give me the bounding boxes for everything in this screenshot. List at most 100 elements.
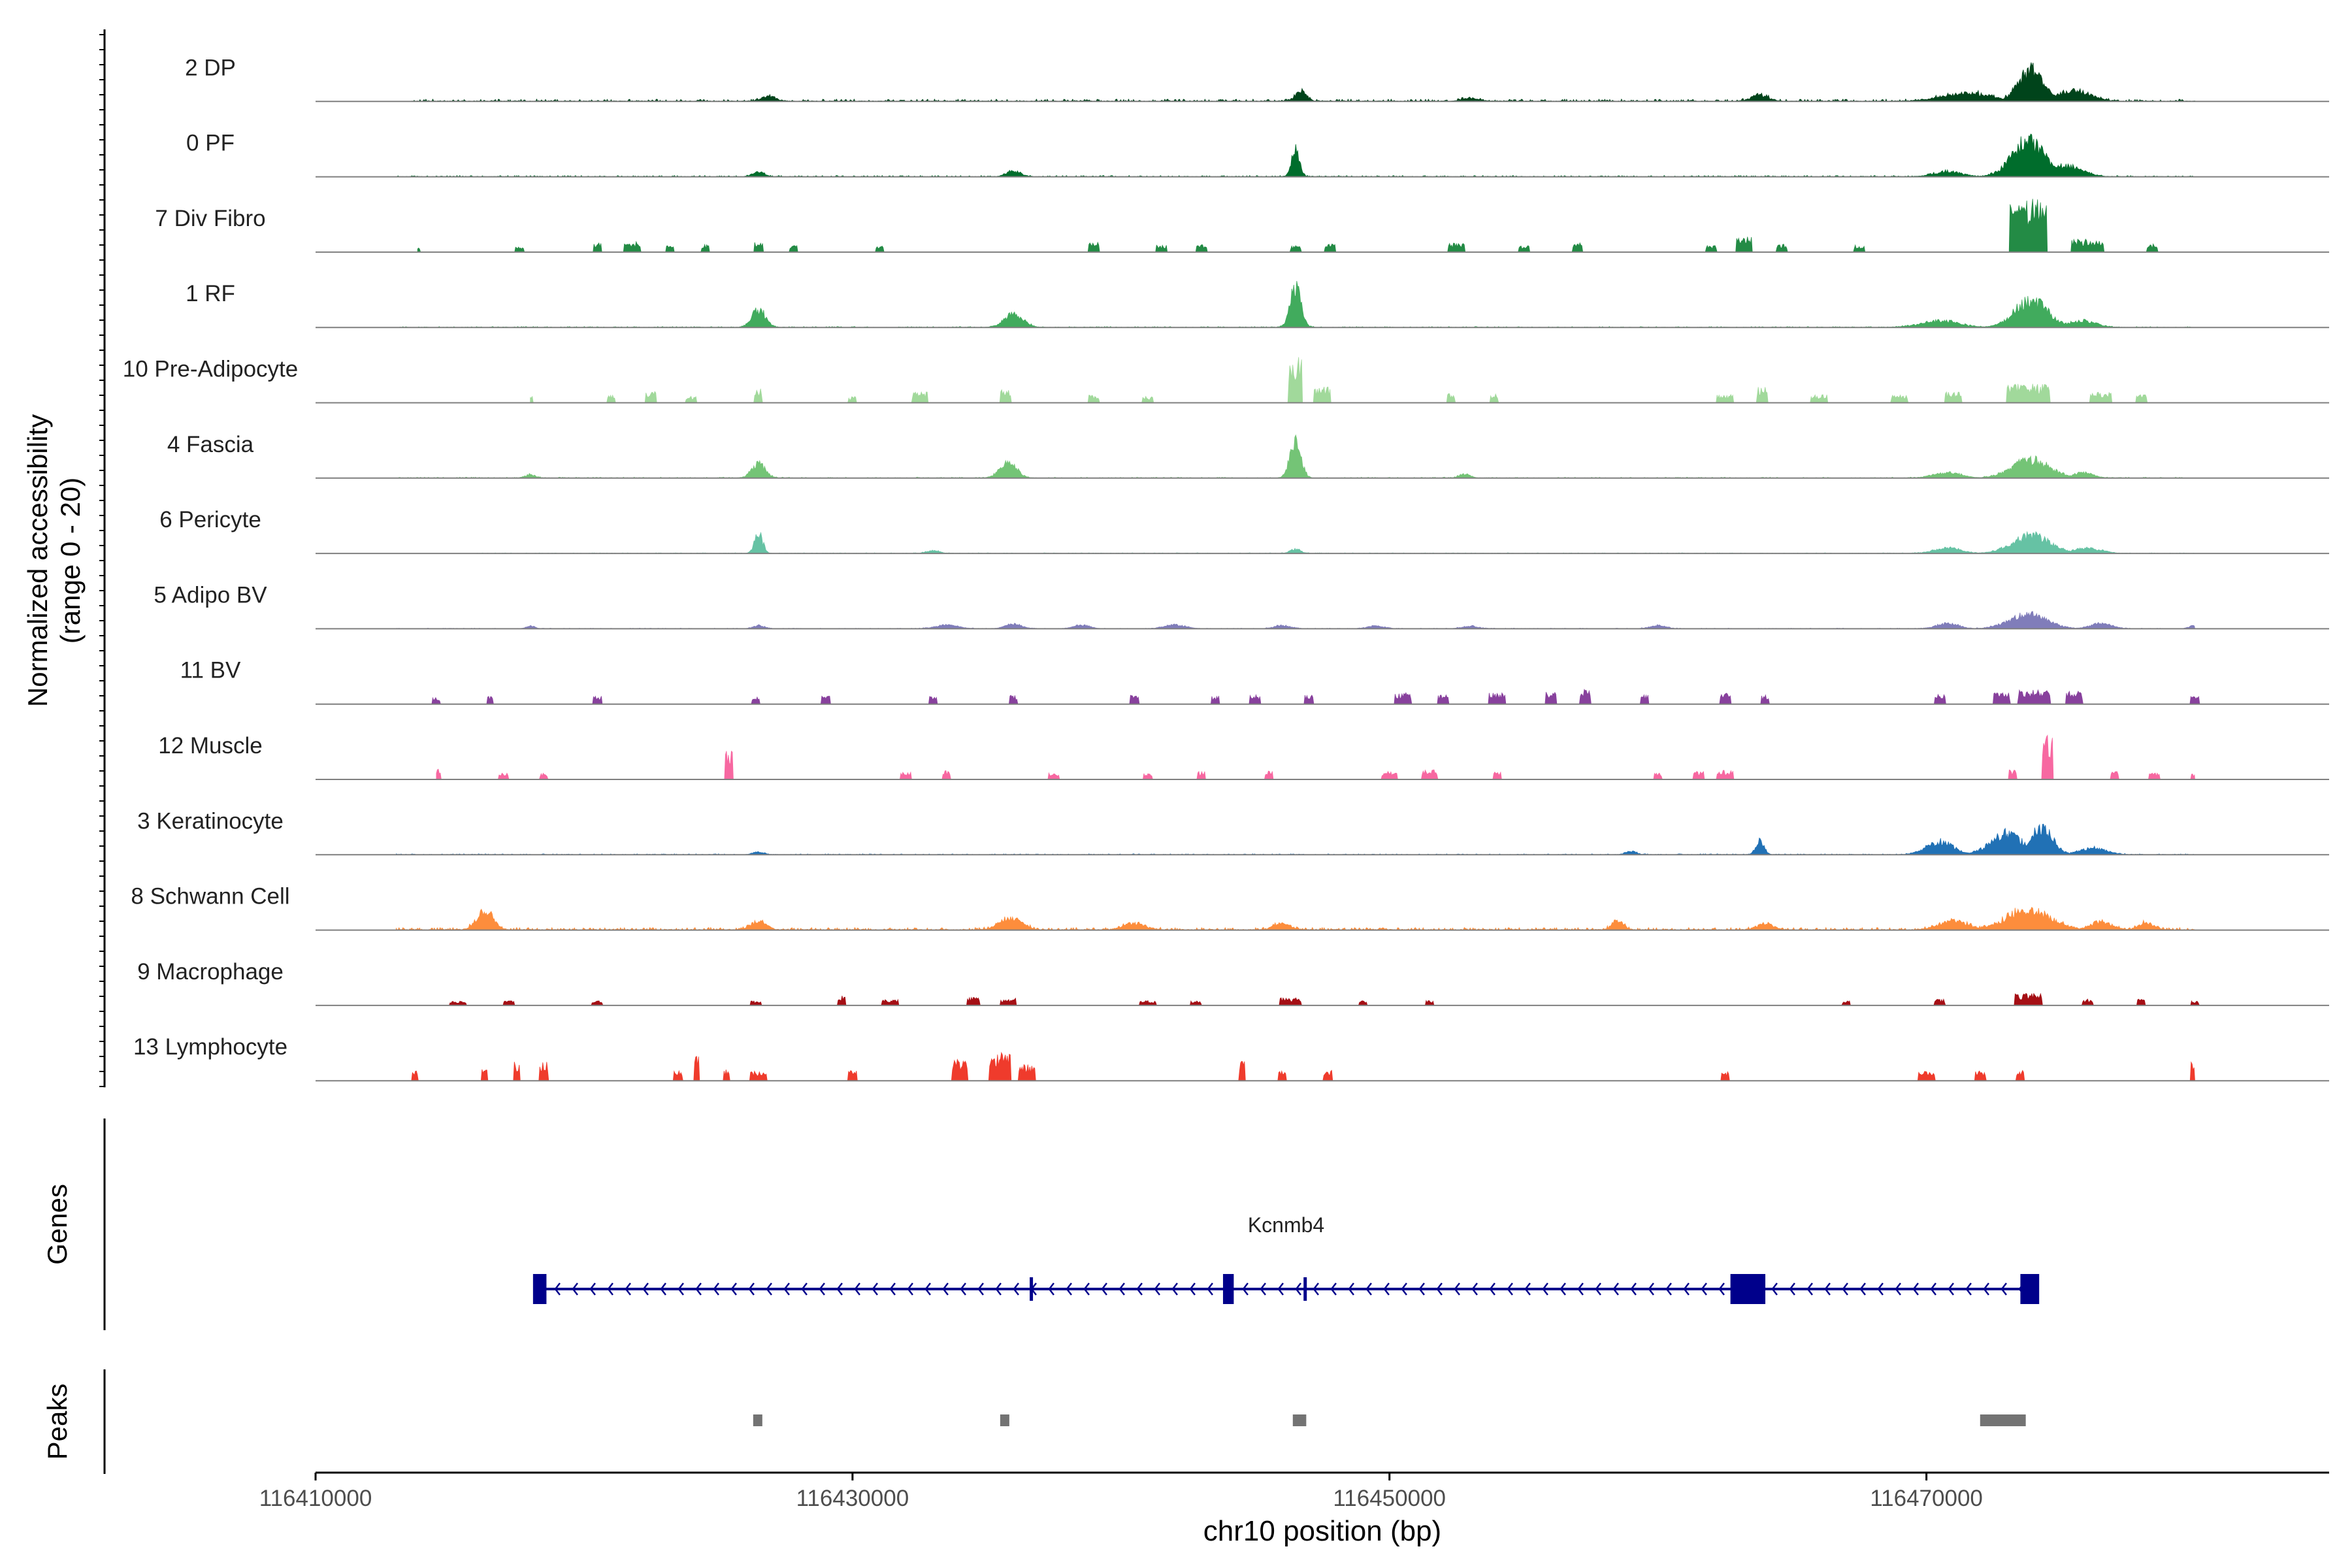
- track-2: 0 PF: [186, 131, 2329, 178]
- peak-region: [753, 1414, 762, 1426]
- coverage-area: [409, 1051, 2195, 1081]
- x-tick-label: 116450000: [1333, 1486, 1446, 1511]
- strand-arrow: [1630, 1282, 1637, 1296]
- peak-region: [1000, 1414, 1009, 1426]
- strand-arrow: [1471, 1282, 1478, 1296]
- track-label: 12 Muscle: [158, 733, 263, 759]
- peak-region: [1292, 1414, 1307, 1426]
- coverage-area: [395, 133, 2195, 178]
- strand-arrow: [625, 1282, 631, 1296]
- track-10: 12 Muscle: [158, 733, 2329, 780]
- strand-arrow: [1277, 1282, 1284, 1296]
- strand-arrow: [1930, 1282, 1936, 1296]
- track-label: 9 Macrophage: [137, 959, 284, 985]
- strand-arrow: [1365, 1282, 1372, 1296]
- track-label: 8 Schwann Cell: [131, 884, 289, 909]
- strand-arrow: [1330, 1282, 1337, 1296]
- strand-arrow: [1383, 1282, 1390, 1296]
- strand-arrow: [766, 1282, 772, 1296]
- strand-arrow: [1489, 1282, 1495, 1296]
- strand-arrow: [960, 1282, 966, 1296]
- coverage-area: [436, 992, 2222, 1006]
- strand-arrow: [2001, 1282, 2007, 1296]
- strand-arrow: [995, 1282, 1002, 1296]
- track-1: 2 DP: [185, 55, 2329, 103]
- strand-arrow: [748, 1282, 755, 1296]
- track-7: 6 Pericyte: [159, 507, 2329, 555]
- strand-arrow: [1260, 1282, 1266, 1296]
- strand-arrow: [642, 1282, 649, 1296]
- genes-title: Genes: [42, 1184, 73, 1265]
- track-13: 9 Macrophage: [137, 959, 2329, 1006]
- strand-arrow: [924, 1282, 931, 1296]
- track-label: 4 Fascia: [167, 432, 254, 457]
- track-label: 5 Adipo BV: [154, 582, 267, 608]
- track-6: 4 Fascia: [167, 432, 2329, 479]
- coverage-area: [395, 907, 2196, 931]
- strand-arrow: [1101, 1282, 1107, 1296]
- strand-arrow: [1436, 1282, 1443, 1296]
- strand-arrow: [1789, 1282, 1795, 1296]
- strand-arrow: [1083, 1282, 1090, 1296]
- strand-arrow: [801, 1282, 808, 1296]
- track-label: 10 Pre-Adipocyte: [123, 357, 298, 382]
- track-5: 10 Pre-Adipocyte: [123, 357, 2329, 404]
- track-4: 1 RF: [186, 281, 2329, 329]
- strand-arrow: [1295, 1282, 1301, 1296]
- x-tick-label: 116470000: [1870, 1486, 1983, 1511]
- strand-arrow: [1119, 1282, 1125, 1296]
- y-axis-title: Normalized accessibility: [22, 414, 53, 707]
- strand-arrow: [1313, 1282, 1319, 1296]
- strand-arrow: [1524, 1282, 1531, 1296]
- strand-arrow: [819, 1282, 825, 1296]
- exon: [1030, 1277, 1034, 1301]
- track-3: 7 Div Fibro: [155, 199, 2329, 253]
- strand-arrow: [713, 1282, 719, 1296]
- strand-arrow: [1401, 1282, 1407, 1296]
- coverage-area: [396, 611, 2195, 629]
- strand-arrow: [977, 1282, 984, 1296]
- strand-arrow: [1418, 1282, 1425, 1296]
- exon: [2020, 1274, 2040, 1304]
- strand-arrow: [1895, 1282, 1901, 1296]
- strand-arrow: [1013, 1282, 1019, 1296]
- coverage-area: [395, 434, 2195, 479]
- coverage-area: [417, 199, 2195, 253]
- exon: [1303, 1277, 1307, 1301]
- track-label: 11 BV: [180, 658, 241, 683]
- strand-arrow: [572, 1282, 578, 1296]
- strand-arrow: [1683, 1282, 1690, 1296]
- track-8: 5 Adipo BV: [154, 582, 2329, 630]
- strand-arrow: [1348, 1282, 1354, 1296]
- strand-arrow: [554, 1282, 561, 1296]
- coverage-area: [530, 357, 2168, 403]
- track-12: 8 Schwann Cell: [131, 884, 2329, 931]
- peaks-title: Peaks: [42, 1384, 73, 1460]
- strand-arrow: [889, 1282, 896, 1296]
- strand-arrow: [1507, 1282, 1513, 1296]
- strand-arrow: [1877, 1282, 1884, 1296]
- strand-arrow: [1454, 1282, 1460, 1296]
- coverage-area: [423, 689, 2222, 705]
- coverage-area: [476, 531, 2195, 554]
- coverage-tracks: 2 DP 0 PF 7 Div Fibro 1 RF 10 Pre-Adipocyte 4…: [123, 55, 2329, 1082]
- track-label: 3 Keratinocyte: [137, 808, 284, 834]
- track-label: 7 Div Fibro: [155, 206, 265, 231]
- x-tick-label: 116430000: [796, 1486, 909, 1511]
- strand-arrow: [1948, 1282, 1954, 1296]
- track-label: 1 RF: [186, 281, 235, 306]
- strand-arrow: [607, 1282, 613, 1296]
- track-9: 11 BV: [180, 658, 2329, 705]
- x-axis-title: chr10 position (bp): [1203, 1515, 1441, 1547]
- gene-name: Kcnmb4: [1248, 1213, 1324, 1237]
- strand-arrow: [1577, 1282, 1584, 1296]
- strand-arrow: [1207, 1282, 1213, 1296]
- exon: [1222, 1274, 1234, 1304]
- strand-arrow: [589, 1282, 596, 1296]
- strand-arrow: [1824, 1282, 1831, 1296]
- strand-arrow: [1560, 1282, 1566, 1296]
- strand-arrow: [1048, 1282, 1054, 1296]
- track-label: 0 PF: [186, 131, 235, 156]
- strand-arrow: [836, 1282, 843, 1296]
